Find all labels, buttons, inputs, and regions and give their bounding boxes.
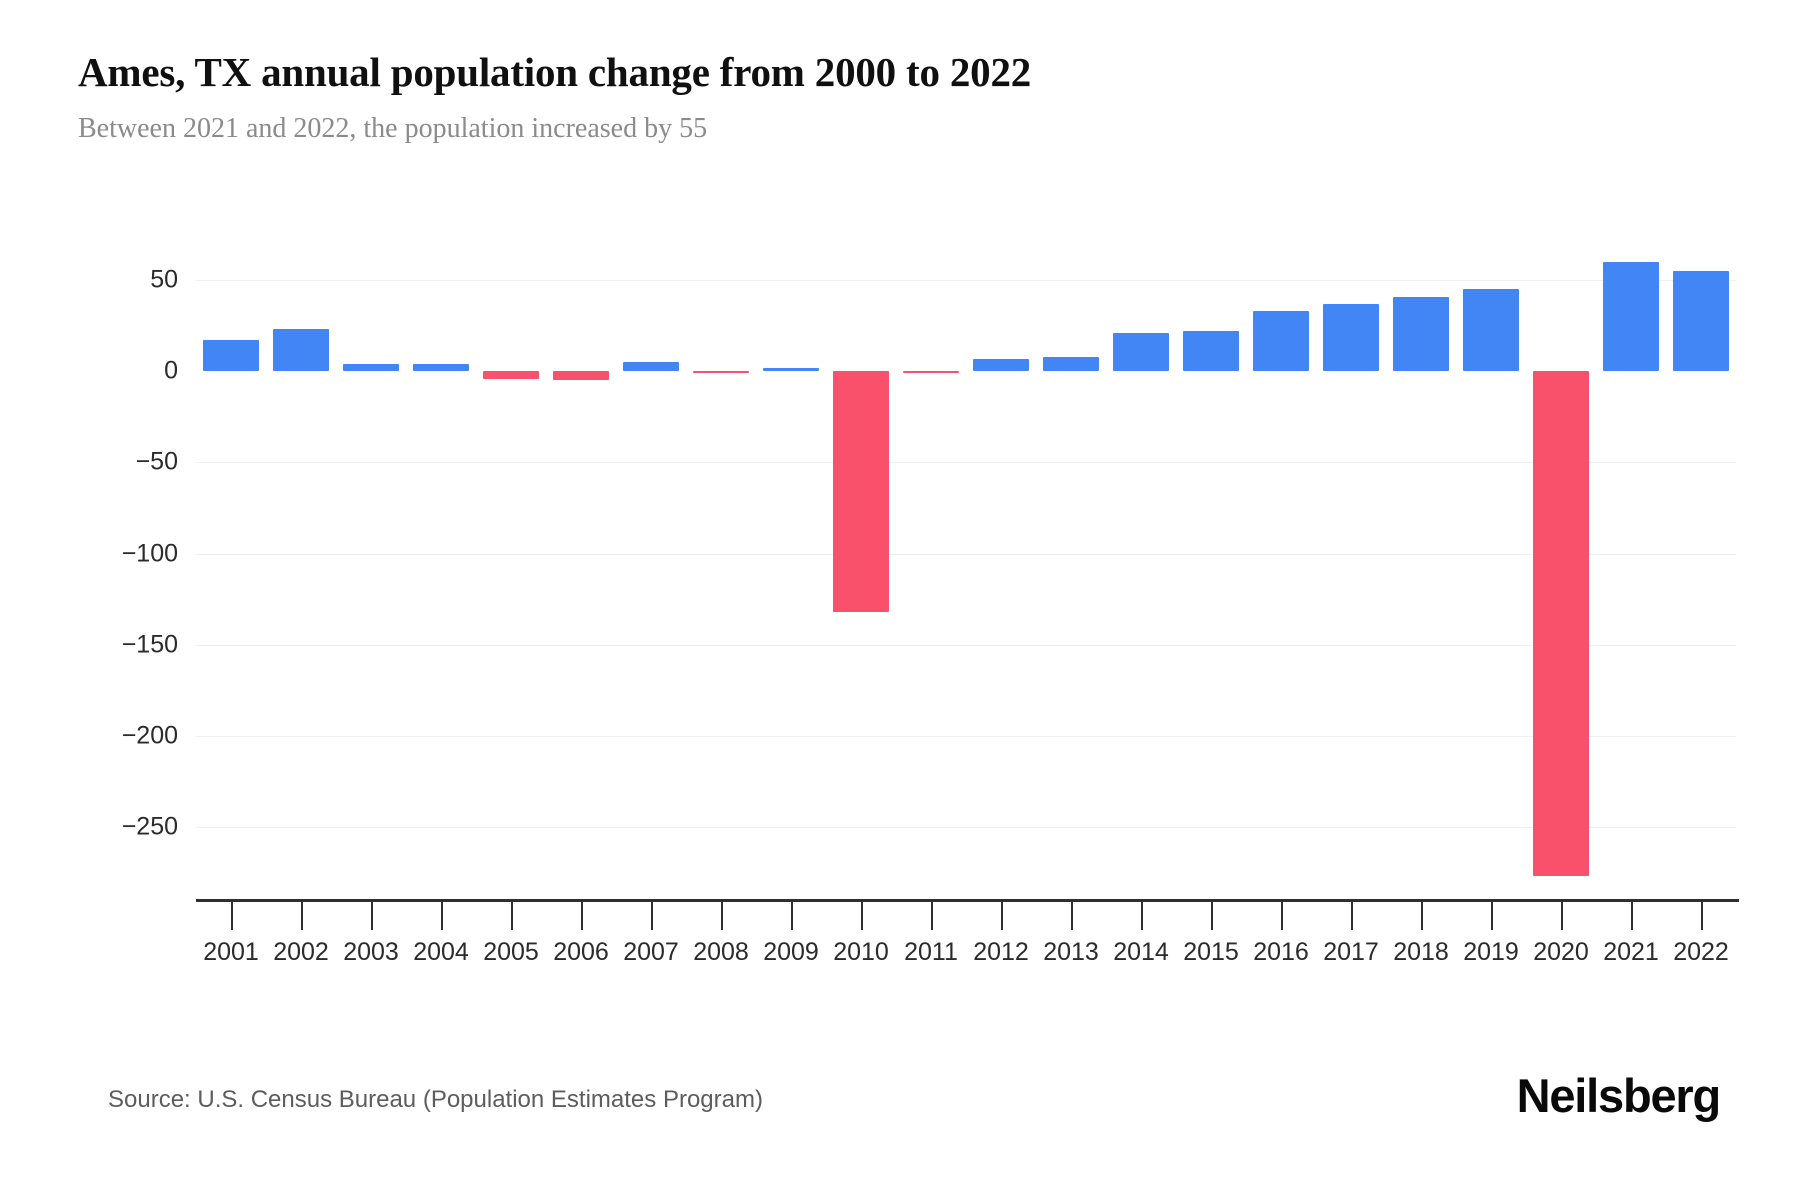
plot-area: 50 0 −50 −100 −150 −200 −250 (122, 240, 1736, 900)
x-axis-tick (1421, 902, 1423, 930)
y-axis-tick-label: 50 (150, 265, 178, 294)
bar-2002[interactable] (273, 329, 329, 372)
bar-2005[interactable] (483, 371, 539, 379)
x-axis-tick (1141, 902, 1143, 930)
x-axis-tick (511, 902, 513, 930)
y-axis-tick-label: −250 (121, 812, 178, 841)
x-axis-line (196, 899, 1739, 902)
source-note: Source: U.S. Census Bureau (Population E… (108, 1086, 763, 1113)
x-axis-tick-label-2009: 2009 (763, 938, 819, 966)
bar-2003[interactable] (343, 363, 399, 372)
x-axis-tick-label-2015: 2015 (1183, 938, 1239, 966)
x-axis-tick (441, 902, 443, 930)
x-axis-tick-label-2010: 2010 (833, 938, 889, 966)
bar-2010[interactable] (833, 371, 889, 612)
x-axis-tick-label-2008: 2008 (693, 938, 749, 966)
bar-2008[interactable] (693, 371, 749, 374)
gridline (196, 462, 1736, 464)
x-axis-tick-label-2005: 2005 (483, 938, 539, 966)
gridline (196, 827, 1736, 829)
bar-2001[interactable] (203, 340, 259, 372)
x-axis-tick (1211, 902, 1213, 930)
bar-2004[interactable] (413, 363, 469, 372)
gridline (196, 735, 1736, 737)
x-axis-tick (1491, 902, 1493, 930)
x-axis-tick-label-2004: 2004 (413, 938, 469, 966)
bar-2017[interactable] (1323, 303, 1379, 372)
x-axis-tick-label-2018: 2018 (1393, 938, 1449, 966)
x-axis-tick (231, 902, 233, 930)
y-axis-tick-label: −100 (121, 539, 178, 568)
bar-2011[interactable] (903, 371, 959, 374)
bar-2012[interactable] (973, 358, 1029, 372)
x-axis-tick-label-2013: 2013 (1043, 938, 1099, 966)
bar-2018[interactable] (1393, 296, 1449, 372)
x-axis-tick-label-2002: 2002 (273, 938, 329, 966)
y-axis-tick-label: 0 (164, 356, 178, 385)
x-axis-tick-label-2020: 2020 (1533, 938, 1589, 966)
bar-2009[interactable] (763, 367, 819, 372)
gridline (196, 553, 1736, 555)
x-axis-tick (1071, 902, 1073, 930)
x-axis-tick-label-2003: 2003 (343, 938, 399, 966)
x-axis-tick-label-2006: 2006 (553, 938, 609, 966)
x-axis-tick (581, 902, 583, 930)
x-axis-tick (1001, 902, 1003, 930)
x-axis-tick-label-2022: 2022 (1673, 938, 1729, 966)
chart-header: Ames, TX annual population change from 2… (78, 48, 1678, 146)
y-axis-tick-label: −200 (121, 721, 178, 750)
x-axis-tick-label-2011: 2011 (904, 938, 958, 966)
x-axis-tick (1631, 902, 1633, 930)
bar-2007[interactable] (623, 362, 679, 372)
brand-logo: Neilsberg (1516, 1069, 1722, 1122)
x-axis-tick-label-2014: 2014 (1113, 938, 1169, 966)
x-axis-tick-label-2016: 2016 (1253, 938, 1309, 966)
bar-2021[interactable] (1603, 261, 1659, 372)
gridline (196, 644, 1736, 646)
x-axis-tick (1351, 902, 1353, 930)
x-axis-tick (1701, 902, 1703, 930)
bar-2006[interactable] (553, 371, 609, 381)
chart-subtitle: Between 2021 and 2022, the population in… (78, 113, 708, 145)
bar-2016[interactable] (1253, 311, 1309, 372)
x-axis-tick-label-2019: 2019 (1463, 938, 1519, 966)
x-axis-tick (371, 902, 373, 930)
bar-2020[interactable] (1533, 371, 1589, 877)
x-axis-tick-label-2012: 2012 (973, 938, 1029, 966)
y-axis-tick-label: −150 (121, 630, 178, 659)
gridline (196, 371, 1736, 372)
bar-2015[interactable] (1183, 331, 1239, 372)
x-axis-tick-label-2001: 2001 (203, 938, 259, 966)
x-axis-tick (861, 902, 863, 930)
page-title: Ames, TX annual population change from 2… (78, 49, 1032, 95)
x-axis-tick (301, 902, 303, 930)
x-axis-tick-label-2017: 2017 (1323, 938, 1379, 966)
x-axis-tick (791, 902, 793, 930)
x-axis-tick-label-2007: 2007 (623, 938, 679, 966)
bar-2019[interactable] (1463, 289, 1519, 372)
y-axis-tick-label: −50 (135, 447, 178, 476)
x-axis-tick (1281, 902, 1283, 930)
bar-2014[interactable] (1113, 332, 1169, 372)
x-axis-tick (651, 902, 653, 930)
bar-2013[interactable] (1043, 356, 1099, 372)
bar-2022[interactable] (1673, 270, 1729, 372)
gridline (196, 280, 1736, 282)
x-axis-tick (721, 902, 723, 930)
x-axis-tick (1561, 902, 1563, 930)
x-axis-tick-label-2021: 2021 (1603, 938, 1659, 966)
x-axis-tick (931, 902, 933, 930)
